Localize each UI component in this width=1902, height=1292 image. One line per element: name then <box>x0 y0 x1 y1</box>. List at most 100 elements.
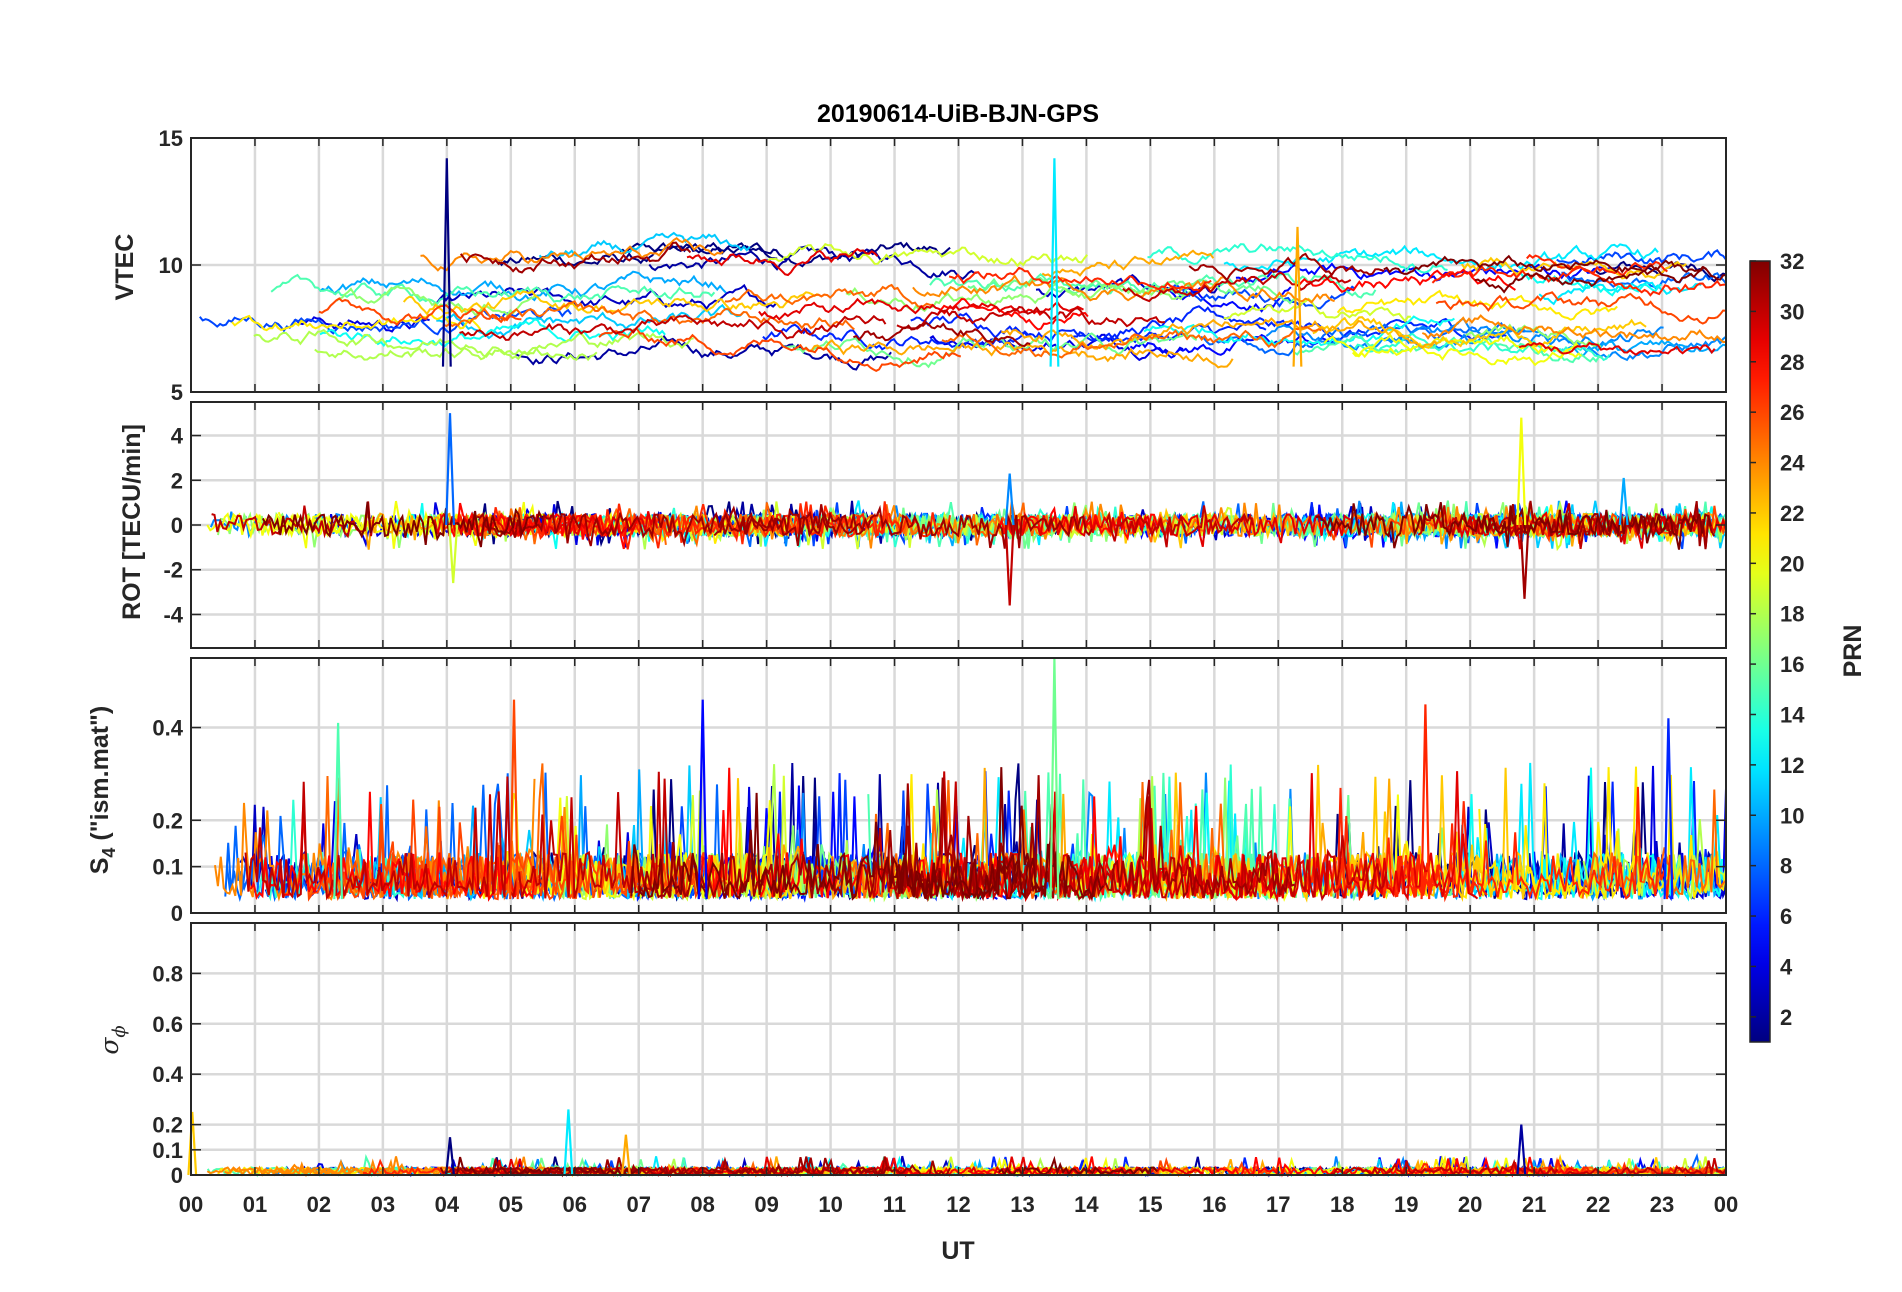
colorbar-tick-label: 4 <box>1780 954 1793 979</box>
series-line-prn-21 <box>1336 289 1618 321</box>
vtec-lines <box>199 158 1727 373</box>
colorbar-tick-label: 30 <box>1780 299 1804 324</box>
x-tick-label: 00 <box>179 1192 203 1217</box>
series-line-prn-32 <box>889 805 1105 903</box>
y-tick-label: -4 <box>163 602 183 627</box>
x-tick-label: 16 <box>1202 1192 1226 1217</box>
colorbar-tick-label: 26 <box>1780 400 1804 425</box>
series-line-prn-29 <box>686 247 879 277</box>
x-tick-label: 05 <box>499 1192 523 1217</box>
sigma-phi-grid <box>191 923 1726 1175</box>
sigma-phi-y-axis-label: σϕ <box>95 1025 130 1054</box>
spike-mark <box>445 1137 455 1176</box>
series-line-prn-25 <box>724 283 933 308</box>
phi-subscript: ϕ <box>109 1025 130 1037</box>
series-line-prn-7 <box>1556 248 1727 267</box>
s4-label-main: S <box>86 858 114 875</box>
colorbar-tick-label: 32 <box>1780 249 1804 274</box>
x-tick-labels: 00 01 02 03 04 05 06 07 08 09 10 11 12 13 14 15 16 17 18 19… <box>179 1192 1738 1217</box>
x-tick-label: 22 <box>1586 1192 1610 1217</box>
x-tick-label: 04 <box>435 1192 460 1217</box>
series-line-prn-28 <box>1067 796 1279 901</box>
series-line-prn-25 <box>619 502 920 548</box>
x-tick-label: 11 <box>883 1192 906 1217</box>
series-line-prn-31 <box>853 321 1031 348</box>
rot-panel: -4 -2 0 2 4 ROT [TECU/min] <box>118 401 1727 649</box>
y-tick-label: 5 <box>171 380 183 405</box>
series-line-prn-23 <box>805 339 1234 369</box>
colorbar-tick-label: 24 <box>1780 451 1805 476</box>
colorbar-tick-label: 8 <box>1780 854 1792 879</box>
colorbar-tick-label: 6 <box>1780 904 1792 929</box>
series-line-prn-17 <box>1465 323 1602 348</box>
colorbar-tick-label: 22 <box>1780 501 1804 526</box>
x-tick-label: 23 <box>1650 1192 1674 1217</box>
s4-label-subscript: 4 <box>99 848 119 858</box>
series-line-prn-10 <box>319 270 727 302</box>
s4-lines <box>214 657 1727 903</box>
spike-mark <box>1049 158 1060 367</box>
spike-mark <box>1618 477 1629 526</box>
series-line-prn-31 <box>895 775 1295 901</box>
s4-label-rest: ("ism.mat") <box>86 706 114 848</box>
series-line-prn-27 <box>1526 253 1668 276</box>
colorbar-tick-label: 2 <box>1780 1005 1792 1030</box>
series-line-prn-24 <box>1421 314 1726 343</box>
x-tick-label: 21 <box>1522 1192 1546 1217</box>
colorbar-tick-label: 16 <box>1780 652 1804 677</box>
y-tick-label: 0.4 <box>152 716 183 741</box>
spike-mark <box>1004 473 1015 526</box>
spike-mark <box>441 158 452 367</box>
rot-lines <box>206 413 1727 606</box>
series-line-prn-5 <box>1129 333 1339 359</box>
series-line-prn-29 <box>1518 341 1716 356</box>
series-line-prn-20 <box>1323 334 1580 359</box>
series-line-prn-23 <box>1001 317 1438 351</box>
series-line-prn-30 <box>896 305 1165 330</box>
series-line-prn-13 <box>1516 270 1662 297</box>
chart-title: 20190614-UiB-BJN-GPS <box>817 100 1099 128</box>
x-tick-label: 01 <box>243 1192 267 1217</box>
y-tick-label: 0.6 <box>152 1012 183 1037</box>
x-tick-label: 10 <box>818 1192 842 1217</box>
x-tick-label: 12 <box>946 1192 970 1217</box>
s4-panel: 0 0.1 0.2 0.4 S4 ("ism.mat") <box>86 657 1727 926</box>
y-tick-label: 0 <box>171 901 183 926</box>
series-line-prn-19 <box>1223 297 1411 323</box>
y-tick-label: 0.1 <box>152 855 183 880</box>
spike-mark <box>333 722 343 900</box>
x-tick-label: 02 <box>307 1192 331 1217</box>
spike-mark <box>1292 226 1303 367</box>
series-line-prn-30 <box>459 314 887 341</box>
x-tick-label: 08 <box>690 1192 714 1217</box>
x-tick-label: 03 <box>371 1192 395 1217</box>
series-line-prn-28 <box>1297 268 1516 293</box>
series-line-prn-7 <box>1171 284 1356 310</box>
x-tick-label: 06 <box>563 1192 587 1217</box>
series-line-prn-21 <box>231 313 482 332</box>
series-line-prn-30 <box>1122 271 1352 303</box>
series-line-prn-24 <box>912 274 1335 304</box>
series-line-prn-15 <box>929 272 1377 299</box>
series-line-prn-27 <box>948 266 1212 292</box>
series-line-prn-18 <box>253 328 694 361</box>
vtec-panel: 5 10 15 VTEC <box>111 126 1727 405</box>
y-tick-label: 0.2 <box>152 1113 183 1138</box>
series-line-prn-31 <box>713 504 1093 549</box>
series-line-prn-30 <box>244 771 689 901</box>
x-tick-label: 13 <box>1010 1192 1034 1217</box>
series-line-prn-32 <box>1474 265 1727 294</box>
series-line-prn-28 <box>937 297 1089 331</box>
spike-mark <box>563 1109 574 1176</box>
series-line-prn-26 <box>1435 291 1727 325</box>
vtec-axes-frame <box>190 137 1727 393</box>
colorbar-tick-label: 28 <box>1780 350 1804 375</box>
rot-y-ticks: -4 -2 0 2 4 <box>163 402 1727 648</box>
y-tick-label: 0 <box>171 513 183 538</box>
series-line-prn-26 <box>318 297 522 326</box>
x-tick-label: 19 <box>1394 1192 1418 1217</box>
spike-mark <box>445 413 455 526</box>
